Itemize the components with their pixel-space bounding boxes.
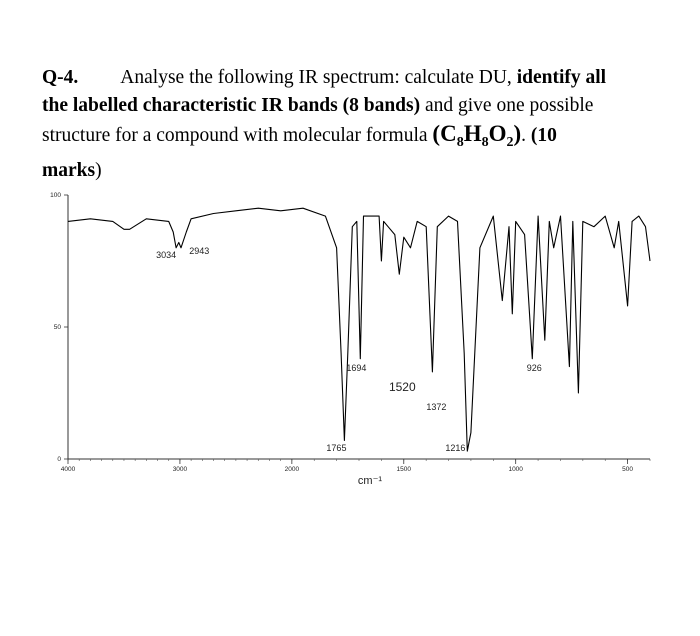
- x-tick-label: 4000: [61, 466, 76, 473]
- question-line: structure for a compound with molecular …: [42, 120, 606, 157]
- x-tick-label: 2000: [285, 466, 300, 473]
- peak-label: 1520: [389, 380, 416, 394]
- question-line: marks): [42, 157, 606, 185]
- question: Q-4. Analyse the following IR spectrum: c…: [42, 64, 606, 185]
- question-text: 8: [481, 135, 489, 150]
- y-tick-label: 100: [50, 192, 61, 199]
- peak-label: 1765: [326, 443, 346, 453]
- question-text: marks: [42, 160, 96, 181]
- peak-label: 2943: [189, 246, 209, 256]
- question-text: identify all: [516, 67, 607, 88]
- peak-label: 926: [527, 363, 542, 373]
- question-text: structure for a compound with molecular …: [42, 125, 433, 146]
- peak-label: 3034: [156, 250, 176, 260]
- question-line: Q-4. Analyse the following IR spectrum: c…: [42, 64, 606, 92]
- question-text: Analyse the following IR spectrum: calcu…: [120, 67, 517, 88]
- question-text: and give one possible: [420, 95, 594, 116]
- x-axis-label: cm⁻¹: [358, 475, 382, 487]
- question-text: the labelled characteristic IR bands (8 …: [42, 95, 421, 116]
- question-text: Q-4.: [42, 67, 79, 88]
- x-tick-label: 1000: [508, 466, 523, 473]
- question-text: (10: [530, 125, 557, 146]
- question-text: .: [521, 125, 531, 146]
- spectrum-line: [67, 207, 651, 452]
- question-text: ): [95, 160, 102, 181]
- question-text: (C: [432, 121, 457, 146]
- peak-label: 1694: [346, 363, 366, 373]
- question-text: 8: [456, 135, 464, 150]
- x-tick-label: 1500: [397, 466, 412, 473]
- peak-label: 1372: [426, 402, 446, 412]
- question-text: ): [513, 121, 522, 146]
- question-text: 2: [506, 135, 514, 150]
- y-tick-label: 0: [57, 456, 61, 463]
- question-text: O: [488, 121, 507, 146]
- y-tick-label: 50: [54, 324, 62, 331]
- question-line: the labelled characteristic IR bands (8 …: [42, 92, 606, 120]
- question-text: H: [463, 121, 482, 146]
- peak-label: 1216: [445, 443, 465, 453]
- x-tick-label: 3000: [173, 466, 188, 473]
- x-tick-label: 500: [622, 466, 633, 473]
